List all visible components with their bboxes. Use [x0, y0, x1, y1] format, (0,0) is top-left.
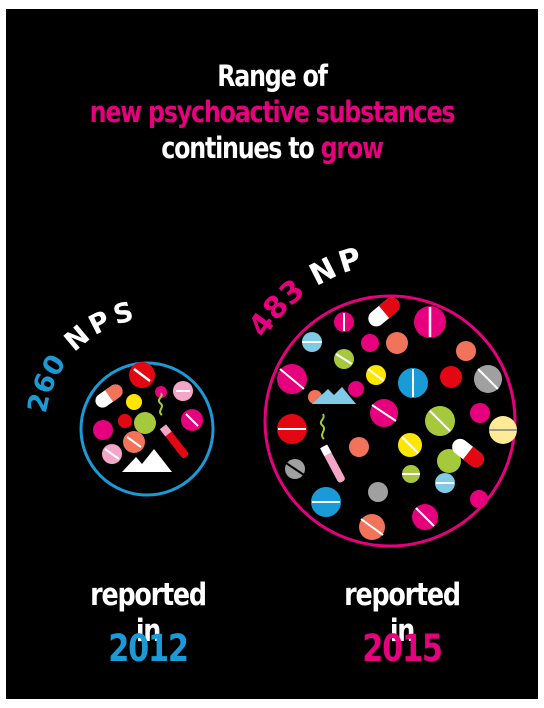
- title-line-3-start: continues to: [161, 131, 321, 165]
- pills-2015: [277, 297, 517, 540]
- nps-count-2015: 483NPS: [6, 9, 370, 344]
- title-line-1: Range of: [217, 59, 328, 93]
- title-highlight-grow: grow: [320, 131, 384, 165]
- title-line-2: new psychoactive substances: [89, 95, 456, 129]
- title-line-3: continues to grow: [54, 131, 490, 165]
- caption-2015: reported in: [344, 577, 461, 649]
- pills-2012: [93, 362, 203, 472]
- nps-count-2012: 260NPS: [22, 295, 140, 415]
- infographic-panel: Range of new psychoactive substances con…: [6, 9, 538, 699]
- nps-label-2012: NPS: [59, 295, 141, 357]
- circles-illustration: 260NPS 483NPS: [6, 9, 517, 548]
- nps-number-2012: 260: [22, 349, 72, 415]
- year-2012: 2012: [108, 627, 189, 670]
- caption-2012: reported in: [90, 577, 207, 649]
- nps-label-2015: NPS: [6, 9, 370, 293]
- year-2015: 2015: [362, 627, 443, 670]
- circle-2015: [263, 294, 517, 548]
